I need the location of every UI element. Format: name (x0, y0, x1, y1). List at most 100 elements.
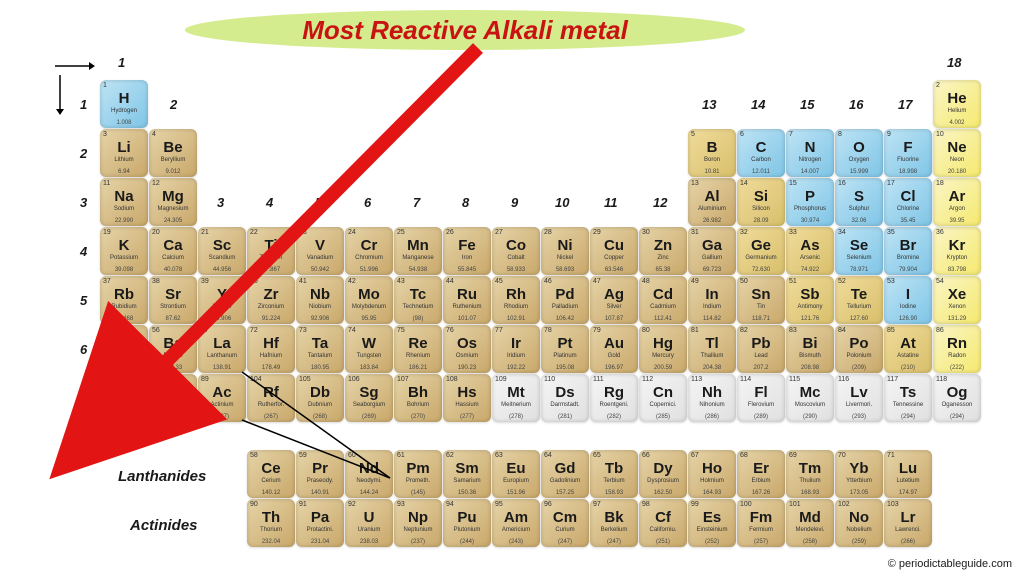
period-label-5: 5 (80, 293, 87, 308)
element-name: Oganesson (933, 402, 981, 408)
element-symbol: Cn (639, 384, 687, 401)
atomic-mass: 107.87 (590, 316, 638, 322)
atomic-number: 117 (887, 376, 898, 383)
atomic-mass: (222) (933, 365, 981, 371)
element-Ts: 117TsTennessine(294) (884, 374, 932, 422)
element-La: 57LaLanthanum138.91 (198, 325, 246, 373)
element-name: Titanium (247, 255, 295, 261)
element-symbol: Ga (688, 237, 736, 254)
element-Lv: 116LvLivermori.(293) (835, 374, 883, 422)
atomic-number: 45 (495, 278, 503, 285)
element-Al: 13AlAluminium26.982 (688, 178, 736, 226)
element-name: Fermium (737, 527, 785, 533)
atomic-number: 23 (299, 229, 307, 236)
atomic-mass: 72.630 (737, 267, 785, 273)
group-label-10: 10 (555, 195, 569, 210)
element-name: Germanium (737, 255, 785, 261)
element-name: Lanthanum (198, 353, 246, 359)
atomic-mass: (281) (541, 414, 589, 420)
element-name: Tantalum (296, 353, 344, 359)
element-symbol: Fr (100, 384, 148, 401)
element-name: Neodymi. (345, 478, 393, 484)
element-Ag: 47AgSilver107.87 (590, 276, 638, 324)
element-Db: 105DbDubnium(268) (296, 374, 344, 422)
element-name: Lead (737, 353, 785, 359)
element-W: 74WTungsten183.84 (345, 325, 393, 373)
atomic-number: 3 (103, 131, 107, 138)
atomic-mass: 69.723 (688, 267, 736, 273)
element-symbol: Ds (541, 384, 589, 401)
group-label-15: 15 (800, 97, 814, 112)
element-symbol: Pr (296, 460, 344, 477)
element-name: Darmstadt. (541, 402, 589, 408)
element-Xe: 54XeXenon131.29 (933, 276, 981, 324)
element-name: Hydrogen (100, 108, 148, 114)
atomic-mass: (251) (639, 539, 687, 545)
atomic-number: 85 (887, 327, 895, 334)
element-symbol: Pd (541, 286, 589, 303)
element-name: Boron (688, 157, 736, 163)
element-symbol: F (884, 139, 932, 156)
element-symbol: Tc (394, 286, 442, 303)
element-Re: 75ReRhenium186.21 (394, 325, 442, 373)
element-Nd: 60NdNeodymi.144.24 (345, 450, 393, 498)
atomic-mass: 54.938 (394, 267, 442, 273)
element-Au: 79AuGold196.97 (590, 325, 638, 373)
element-name: Carbon (737, 157, 785, 163)
atomic-mass: (285) (639, 414, 687, 420)
element-Hg: 80HgMercury200.59 (639, 325, 687, 373)
element-name: Californiu. (639, 527, 687, 533)
element-Rf: 104RfRutherfor.(267) (247, 374, 295, 422)
atomic-mass: 58.693 (541, 267, 589, 273)
element-P: 15PPhosphorus30.974 (786, 178, 834, 226)
element-Ni: 28NiNickel58.693 (541, 227, 589, 275)
atomic-number: 108 (446, 376, 458, 383)
element-Se: 34SeSelenium78.971 (835, 227, 883, 275)
element-Tb: 65TbTerbium158.93 (590, 450, 638, 498)
atomic-mass: 40.078 (149, 267, 197, 273)
element-symbol: Sm (443, 460, 491, 477)
element-name: Einsteinium (688, 527, 736, 533)
atomic-mass: 32.06 (835, 218, 883, 224)
element-symbol: Mo (345, 286, 393, 303)
atomic-number: 116 (838, 376, 849, 383)
title-banner: Most Reactive Alkali metal (185, 10, 745, 50)
element-name: Thorium (247, 527, 295, 533)
atomic-mass: 183.84 (345, 365, 393, 371)
atomic-number: 76 (446, 327, 454, 334)
element-symbol: Ag (590, 286, 638, 303)
element-symbol: Cf (639, 509, 687, 526)
atomic-mass: (252) (688, 539, 736, 545)
atomic-mass: (294) (933, 414, 981, 420)
atomic-number: 49 (691, 278, 699, 285)
element-Nb: 41NbNiobium92.906 (296, 276, 344, 324)
element-Er: 68ErErbium167.26 (737, 450, 785, 498)
element-Fe: 26FeIron55.845 (443, 227, 491, 275)
element-Cm: 96CmCurium(247) (541, 499, 589, 547)
atomic-mass: 112.41 (639, 316, 687, 322)
atomic-mass: 140.91 (296, 490, 344, 496)
atomic-number: 32 (740, 229, 748, 236)
element-Ds: 110DsDarmstadt.(281) (541, 374, 589, 422)
element-name: Protactini. (296, 527, 344, 533)
atomic-mass: (244) (443, 539, 491, 545)
element-Rg: 111RgRoentgeni.(282) (590, 374, 638, 422)
atomic-mass: (258) (786, 539, 834, 545)
atomic-number: 59 (299, 452, 307, 459)
atomic-mass: 9.012 (149, 169, 197, 175)
element-symbol: As (786, 237, 834, 254)
atomic-number: 68 (740, 452, 748, 459)
element-Hf: 72HfHafnium178.49 (247, 325, 295, 373)
element-Sr: 38SrStrontium87.62 (149, 276, 197, 324)
group-label-7: 7 (413, 195, 420, 210)
element-symbol: Ar (933, 188, 981, 205)
element-Ne: 10NeNeon20.180 (933, 129, 981, 177)
element-Ga: 31GaGallium69.723 (688, 227, 736, 275)
atomic-mass: 162.50 (639, 490, 687, 496)
element-name: Lawrenci. (884, 527, 932, 533)
atomic-number: 109 (495, 376, 507, 383)
element-symbol: N (786, 139, 834, 156)
element-name: Radon (933, 353, 981, 359)
element-name: Iridium (492, 353, 540, 359)
element-Sc: 21ScScandium44.956 (198, 227, 246, 275)
